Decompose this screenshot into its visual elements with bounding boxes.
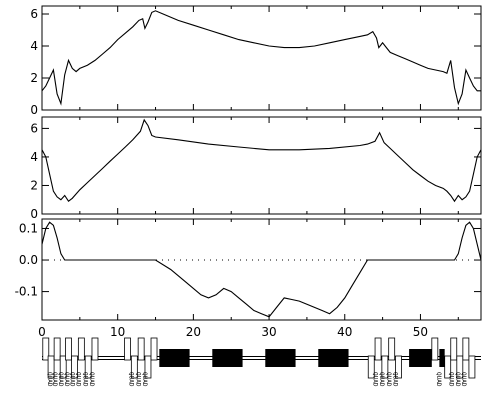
quadrupole-magnet xyxy=(144,355,152,379)
y-tick-label: 2 xyxy=(30,71,38,85)
dipole-magnet xyxy=(265,349,296,367)
element-label: QUAD xyxy=(88,372,95,387)
quadrupole-magnet xyxy=(388,337,396,361)
y-tick-label: -0.1 xyxy=(15,285,38,299)
series-line-1 xyxy=(41,10,481,106)
quadrupole-magnet xyxy=(124,337,131,361)
y-tick-label: 4 xyxy=(30,39,38,53)
y-tick-label: 6 xyxy=(30,7,38,21)
quadrupole-magnet xyxy=(42,337,50,361)
panel-1: 0 2 4 6 xyxy=(30,5,482,117)
x-tick-label: 40 xyxy=(337,325,352,339)
element-label: QUAD xyxy=(75,372,82,387)
quadrupole-magnet xyxy=(381,355,389,379)
element-label: QUAD xyxy=(128,372,135,387)
x-tick-label: 20 xyxy=(186,325,201,339)
y-tick-label: 2 xyxy=(30,178,38,192)
y-tick-label: 0 xyxy=(30,207,38,221)
quadrupole-magnet xyxy=(468,355,476,379)
x-tick-label: 10 xyxy=(110,325,125,339)
element-label: QUAD xyxy=(68,372,75,387)
element-label: QUAD xyxy=(378,372,385,387)
x-tick-label: 50 xyxy=(413,325,428,339)
dipole-magnet xyxy=(318,349,349,367)
panel-2: 0 2 4 6 xyxy=(30,116,482,221)
panel-frame xyxy=(41,116,482,215)
panel-frame xyxy=(41,218,482,321)
element-label: QUAD xyxy=(57,372,64,387)
quadrupole-magnet xyxy=(367,355,375,379)
element-label: QUAD xyxy=(134,372,141,387)
dipole-magnet xyxy=(159,349,190,367)
series-line-1 xyxy=(41,118,482,203)
element-label: QUAD xyxy=(435,372,442,387)
dipole-magnet xyxy=(409,349,432,367)
element-label: QUAD xyxy=(63,372,70,387)
quadrupole-magnet xyxy=(47,355,55,379)
panel-frame xyxy=(41,5,482,111)
panel-3: -0.1 0.0 0.1 0 10 20 30 40 50 xyxy=(15,218,482,339)
dipole-magnet xyxy=(212,349,243,367)
quadrupole-magnet xyxy=(84,355,92,379)
y-tick-label: 0.1 xyxy=(19,221,38,235)
element-label: QUAD xyxy=(385,372,392,387)
element-label: QUAD xyxy=(46,372,53,387)
element-label: QUAD xyxy=(51,372,58,387)
quadrupole-magnet xyxy=(450,337,458,361)
x-tick-label: 0 xyxy=(38,325,46,339)
quadrupole-magnet xyxy=(444,355,452,379)
element-label: QUAD xyxy=(392,372,399,387)
quadrupole-magnet xyxy=(65,337,72,361)
element-label: QUAD xyxy=(81,372,88,387)
element-label: QUAD xyxy=(141,372,148,387)
element-label: QUAD xyxy=(460,372,467,387)
quadrupole-magnet xyxy=(462,337,470,361)
y-tick-label: 4 xyxy=(30,150,38,164)
y-tick-label: 0 xyxy=(30,103,38,117)
quadrupole-magnet xyxy=(59,355,67,379)
y-tick-label: 6 xyxy=(30,121,38,135)
quadrupole-magnet xyxy=(374,337,382,361)
element-label: QUAD xyxy=(448,372,455,387)
y-tick-label: 0.0 xyxy=(19,253,38,267)
element-label: QUAD xyxy=(371,372,378,387)
quadrupole-magnet xyxy=(77,337,85,361)
quadrupole-magnet xyxy=(456,355,464,379)
quadrupole-magnet xyxy=(71,355,78,379)
quadrupole-magnet xyxy=(130,355,138,379)
element-label: QUAD xyxy=(454,372,461,387)
quadrupole-magnet xyxy=(395,355,402,379)
quadrupole-magnet xyxy=(431,337,439,361)
dipole-magnet xyxy=(439,349,445,367)
x-tick-label: 30 xyxy=(261,325,276,339)
series-line-1 xyxy=(41,221,482,318)
quadrupole-magnet xyxy=(53,337,61,361)
quadrupole-magnet xyxy=(137,337,145,361)
quadrupole-magnet xyxy=(150,337,158,361)
quadrupole-magnet xyxy=(91,337,99,361)
